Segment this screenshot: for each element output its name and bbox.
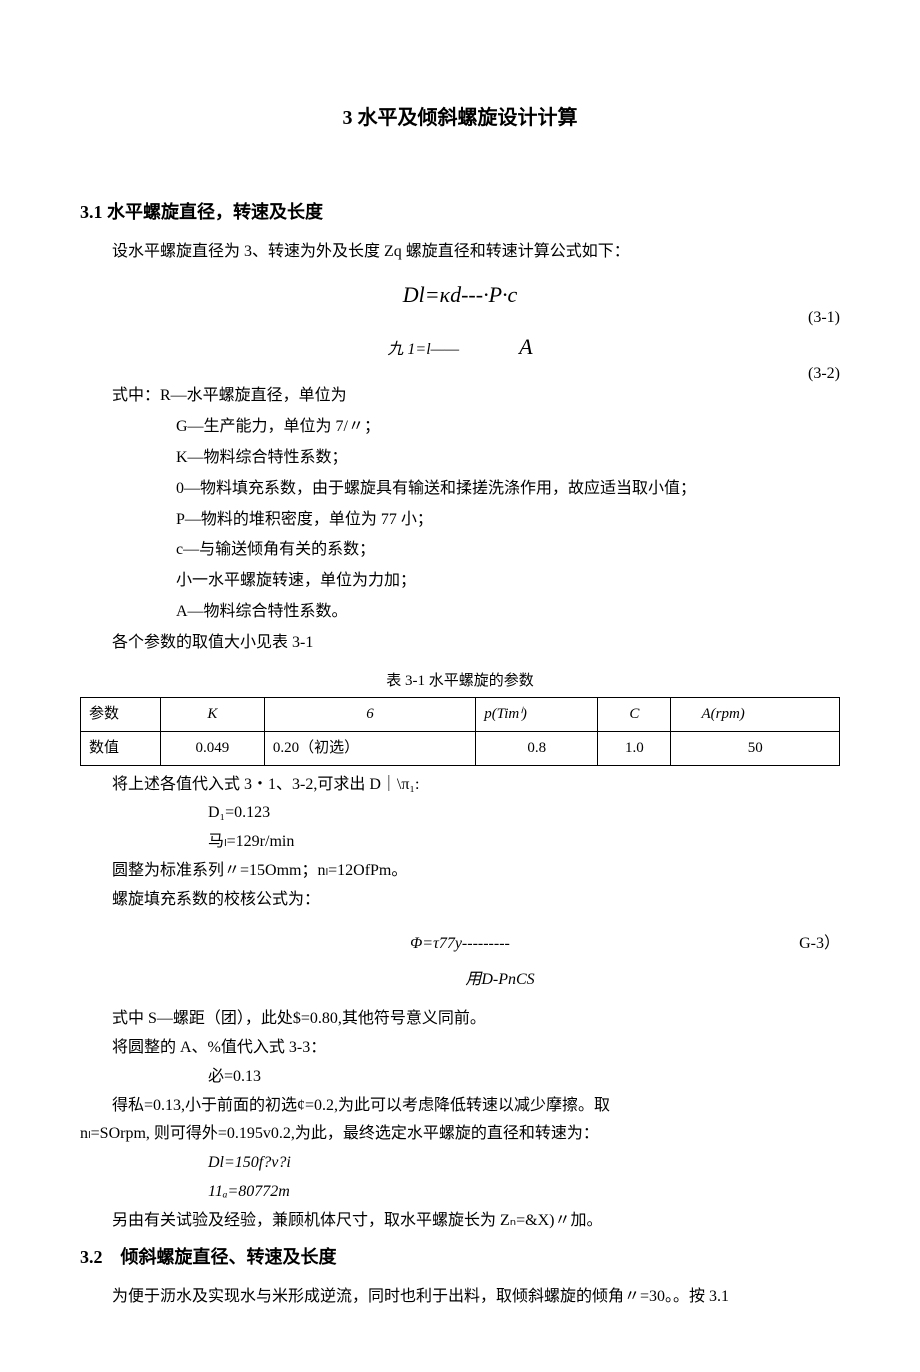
formula-3-3: Φ=τ77y--------- G-3） [80, 930, 840, 959]
calc-phi: 必=0.13 [80, 1063, 840, 1092]
section-3-1-title: 3.1 水平螺旋直径，转速及长度 [80, 196, 840, 228]
formula-3-1-expr: Dl=κd---·P·c [403, 275, 518, 315]
formula-3-1-label: (3-1) [808, 304, 840, 333]
chapter-title: 3 水平及倾斜螺旋设计计算 [80, 100, 840, 136]
table-row: 参数 K 6 p(Timⁱ) C A(rpm) [81, 697, 840, 731]
result-text-1: 得私=0.13,小于前面的初选¢=0.2,为此可以考虑降低转速以减少摩擦。取 [80, 1092, 840, 1121]
formula-3-2-right: A [519, 327, 532, 367]
table-cell: 6 [264, 697, 475, 731]
table-cell: 参数 [81, 697, 161, 731]
calc-d1: D₁=0.123 [80, 799, 840, 828]
result-text-2: nₗ=SOrpm, 则可得外=0.195v0.2,为此，最终选定水平螺旋的直径和… [80, 1120, 840, 1149]
table-cell: C [598, 697, 671, 731]
param-item: K—物料综合特性系数； [80, 444, 840, 473]
section-3-1-intro: 设水平螺旋直径为 3、转速为外及长度 Zq 螺旋直径和转速计算公式如下： [80, 238, 840, 267]
table-3-1-caption: 表 3-1 水平螺旋的参数 [80, 668, 840, 695]
table-cell: 0.049 [161, 731, 265, 765]
param-item: A—物料综合特性系数。 [80, 598, 840, 627]
param-item: P—物料的堆积密度，单位为 77 小； [80, 506, 840, 535]
table-cell: 0.20（初选） [264, 731, 475, 765]
shizh-line: 式中：R—水平螺旋直径，单位为 [80, 382, 840, 411]
round-text: 圆整为标准系列〃=15Omm；nₗ=12OfPm。 [80, 857, 840, 886]
sub-text: 将圆整的 A、%值代入式 3-3： [80, 1034, 840, 1063]
formula-3-2-label: (3-2) [808, 360, 840, 389]
table-cell: K [161, 697, 265, 731]
formula-3-2: 九 1=l—— A [80, 327, 840, 367]
formula-3-3-expr: Φ=τ77y--------- [410, 930, 510, 959]
s-text: 式中 S—螺距（团），此处$=0.80,其他符号意义同前。 [80, 1005, 840, 1034]
table-cell: 50 [671, 731, 840, 765]
table-cell: 1.0 [598, 731, 671, 765]
final-n: 11ₐ=80772m [80, 1178, 840, 1207]
formula-3-3-sub-text: 用D-PnCS [465, 971, 534, 988]
formula-3-3-label: G-3） [799, 930, 840, 959]
table-cell: 0.8 [476, 731, 598, 765]
section-3-2-intro: 为便于沥水及实现水与米形成逆流，同时也利于出料，取倾斜螺旋的倾角〃=30。。按 … [80, 1283, 840, 1312]
table-3-1: 参数 K 6 p(Timⁱ) C A(rpm) 数值 0.049 0.20（初选… [80, 697, 840, 766]
param-list: G—生产能力，单位为 7/〃； K—物料综合特性系数； 0—物料填充系数，由于螺… [80, 413, 840, 627]
table-cell: p(Timⁱ) [476, 697, 598, 731]
section-3-2-title: 3.2 倾斜螺旋直径、转速及长度 [80, 1241, 840, 1273]
param-footer: 各个参数的取值大小见表 3-1 [80, 629, 840, 658]
formula-3-3-sub: 用D-PnCS [80, 966, 840, 995]
param-item: G—生产能力，单位为 7/〃； [80, 413, 840, 442]
table-row: 数值 0.049 0.20（初选） 0.8 1.0 50 [81, 731, 840, 765]
calc-n1: 马ₗ=129r/min [80, 828, 840, 857]
param-item: c—与输送倾角有关的系数； [80, 536, 840, 565]
formula-3-1: Dl=κd---·P·c [80, 275, 840, 315]
param-item: 0—物料填充系数，由于螺旋具有输送和揉搓洗涤作用，故应适当取小值； [80, 475, 840, 504]
table-cell: 数值 [81, 731, 161, 765]
table-cell: A(rpm) [671, 697, 840, 731]
param-item: 小一水平螺旋转速，单位为力加； [80, 567, 840, 596]
length-text: 另由有关试验及经验，兼顾机体尺寸，取水平螺旋长为 Zₙ=&X)〃加。 [80, 1207, 840, 1236]
formula-3-2-left: 九 1=l—— [387, 336, 459, 365]
after-table-text: 将上述各值代入式 3・1、3-2,可求出 D｜\π₁: [80, 771, 840, 800]
final-d: Dl=150f?v?i [80, 1149, 840, 1178]
check-text: 螺旋填充系数的校核公式为： [80, 886, 840, 915]
